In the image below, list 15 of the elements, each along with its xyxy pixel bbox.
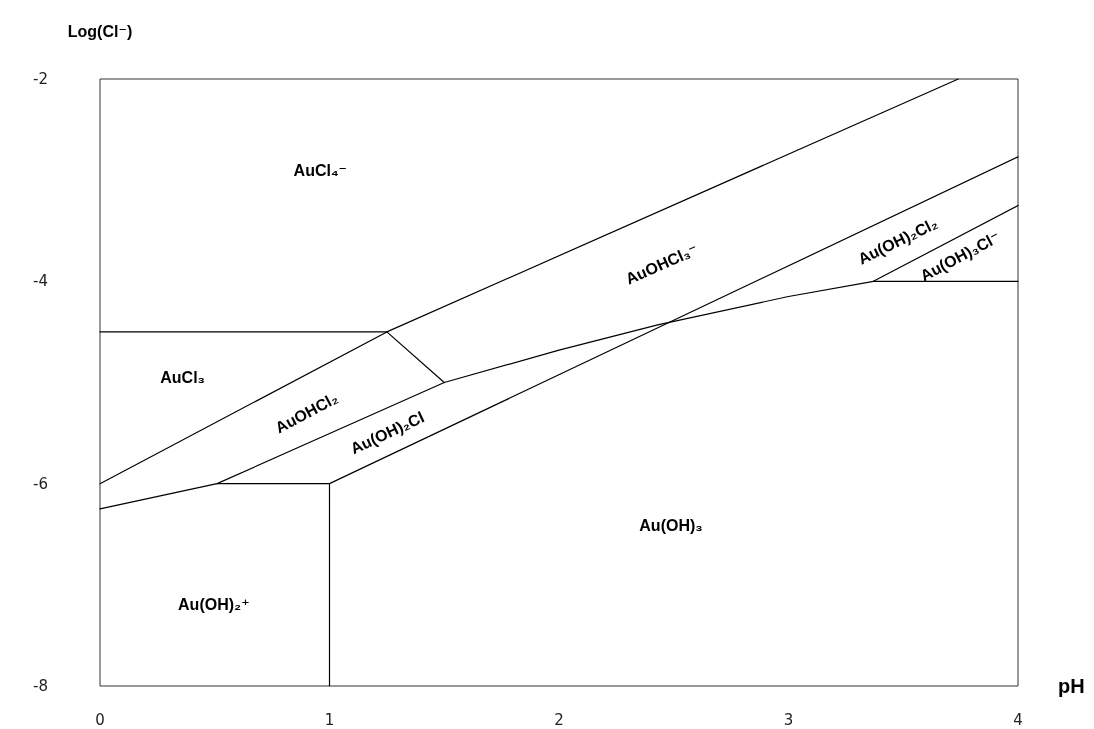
x-tick-label: 0 xyxy=(95,710,105,729)
y-tick-label: -8 xyxy=(33,677,48,695)
annotation: Au(OH)₃ xyxy=(639,517,703,535)
x-tick-label: 1 xyxy=(324,710,335,729)
y-tick-label: -2 xyxy=(33,70,48,88)
x-tick-label: 2 xyxy=(554,710,564,729)
y-axis-title: Log(Cl⁻) xyxy=(67,22,133,40)
x-tick-label: 4 xyxy=(1013,710,1023,729)
x-axis-title: pH xyxy=(1058,675,1085,697)
annotation: AuCl₄⁻ xyxy=(293,161,348,179)
y-tick-label: -6 xyxy=(33,474,48,493)
annotation: AuCl₃ xyxy=(160,368,205,386)
x-tick-label: 3 xyxy=(783,710,794,729)
annotation: Au(OH)₂⁺ xyxy=(178,595,250,613)
y-tick-label: -4 xyxy=(33,272,48,291)
